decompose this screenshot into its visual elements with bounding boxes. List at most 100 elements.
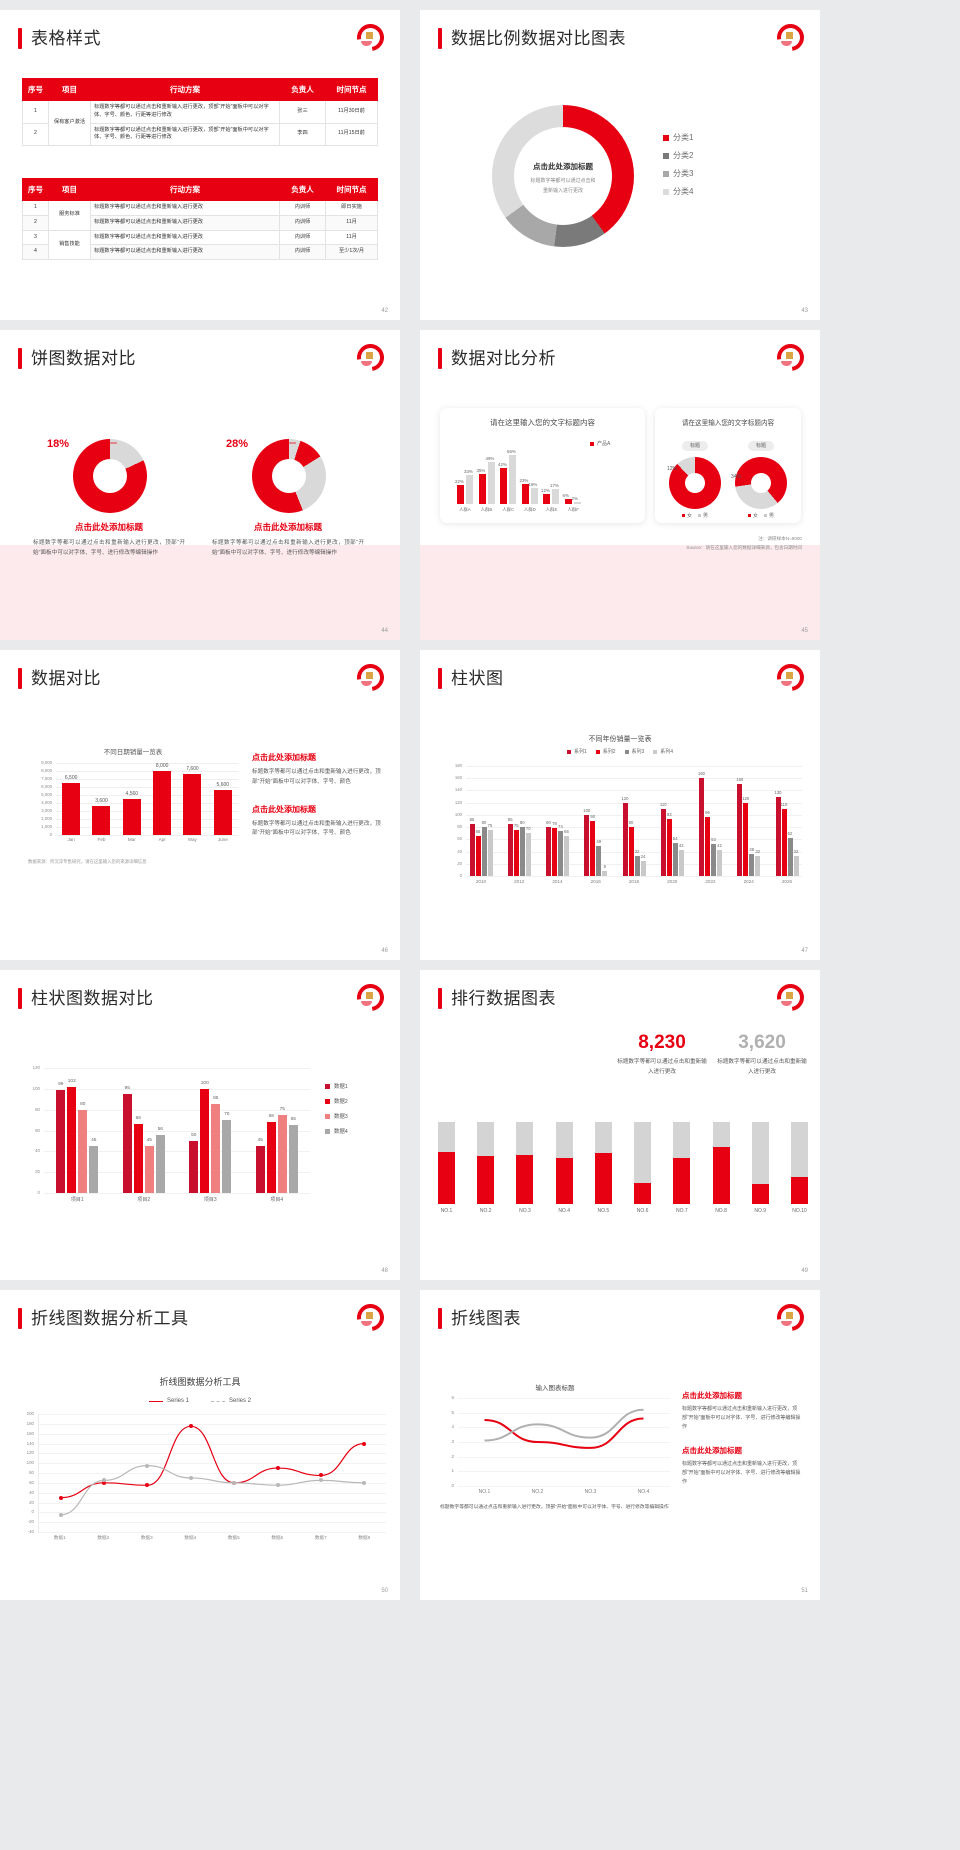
data-point[interactable] <box>58 1512 63 1517</box>
bar[interactable] <box>573 502 581 504</box>
bars-47[interactable]: 85 65 80 75 85 75 80 70 80 78 74 66 100 90 49 9 120 80 32 2… <box>466 766 802 876</box>
bar[interactable]: 42 <box>678 843 684 876</box>
bar[interactable]: 32 <box>755 849 761 876</box>
bar[interactable] <box>530 488 538 504</box>
rank-bar-track[interactable] <box>673 1122 691 1204</box>
bar[interactable]: 80 <box>519 820 525 876</box>
legend-item[interactable]: 分类4 <box>663 186 693 197</box>
bar[interactable]: 120 <box>742 796 749 876</box>
donut-chart-43[interactable]: 点击此处添加标题 标题数字等都可以通过点击和 重新输入进行更改 <box>492 105 634 247</box>
bar-group[interactable]: 85 75 80 70 <box>504 766 534 876</box>
rank-bar-track[interactable] <box>594 1122 612 1204</box>
data-point[interactable] <box>145 1463 150 1468</box>
rank-bar-track[interactable] <box>751 1122 769 1204</box>
bar[interactable]: 75 <box>513 823 519 876</box>
bar[interactable]: 53 <box>711 837 716 876</box>
bar[interactable]: 49 <box>596 839 602 876</box>
bar-chart-47[interactable]: 180 160 140 120 100 80 60 40 20 0 85 65 80 75 85 75 80 7… <box>442 763 802 896</box>
bar[interactable] <box>500 467 507 504</box>
bar-group[interactable]: 22% 33% <box>455 452 476 504</box>
bar[interactable]: 150 <box>736 777 743 876</box>
bar[interactable]: 6,500 <box>62 775 81 835</box>
data-point[interactable] <box>318 1473 323 1478</box>
line-chart-50[interactable]: 200 180 160 140 120 100 80 60 40 20 0 -20 -40 数据1 数据2… <box>16 1411 386 1554</box>
legend-item[interactable]: 数据1 <box>325 1082 348 1090</box>
legend-item[interactable]: 分类2 <box>663 150 693 161</box>
bar[interactable]: 65 <box>475 829 481 876</box>
bar[interactable]: 160 <box>698 771 705 876</box>
bar-group[interactable]: 42% 56% <box>498 449 519 504</box>
legend-item[interactable]: 系列1 <box>566 748 587 755</box>
bar[interactable]: 90 <box>590 814 596 876</box>
bar[interactable]: 42 <box>717 843 722 876</box>
bar[interactable]: 93 <box>666 812 672 876</box>
rank-bar-track[interactable] <box>438 1122 455 1204</box>
legend-item[interactable]: Series 1 <box>148 1398 189 1404</box>
bar[interactable]: 5,600 <box>213 782 232 835</box>
line-chart-51[interactable]: 输入图表标题 6 5 4 3 2 1 0 NO.1 NO.2 NO.3 NO.4 标题数字等都可以… <box>440 1382 670 1512</box>
bar-group[interactable]: 85 65 80 75 <box>466 766 496 876</box>
bar[interactable]: 56 <box>155 1127 165 1193</box>
bar[interactable]: 24 <box>640 854 646 876</box>
bar[interactable]: 130 <box>775 790 782 876</box>
bar[interactable]: 95 <box>122 1086 132 1193</box>
rank-bar-track[interactable] <box>790 1122 808 1204</box>
bar[interactable]: 80 <box>78 1102 88 1193</box>
bar-group[interactable]: 23% 18% <box>520 452 541 504</box>
data-point[interactable] <box>232 1480 237 1485</box>
bar[interactable]: 80 <box>481 820 487 876</box>
rank-bar-track[interactable] <box>634 1122 652 1204</box>
bar[interactable] <box>543 493 550 504</box>
donut-chart-45b[interactable] <box>735 457 787 509</box>
bar-group[interactable]: 100 90 49 9 <box>581 766 611 876</box>
bar[interactable]: 75 <box>277 1107 287 1193</box>
bar-chart-48[interactable]: 120 100 80 60 40 20 0 99 102 80 45 95 66 45 56 50 100 85… <box>20 1065 310 1218</box>
bar[interactable]: 54 <box>672 836 678 876</box>
bar-chart-46[interactable]: 不同日期销量一览表 9,000 8,000 7,000 6,000 5,000 4,000… <box>28 746 238 865</box>
bar[interactable]: 66 <box>564 829 569 876</box>
bar-group[interactable]: 99 102 80 45 <box>50 1068 104 1193</box>
donut-chart-45a[interactable] <box>669 457 721 509</box>
legend-item[interactable]: 系列4 <box>653 748 673 755</box>
legend-item[interactable]: 分类1 <box>663 132 693 143</box>
bar[interactable] <box>564 498 572 504</box>
legend-item[interactable]: 男 <box>698 512 708 519</box>
rank-bar-track[interactable] <box>477 1122 495 1204</box>
data-point[interactable] <box>275 1466 280 1471</box>
bar[interactable] <box>466 475 473 504</box>
bar[interactable]: 80 <box>628 820 634 876</box>
legend-item[interactable]: 数据4 <box>325 1127 348 1135</box>
legend-item[interactable]: 数据2 <box>325 1097 348 1105</box>
bar[interactable]: 45 <box>255 1138 265 1193</box>
data-point[interactable] <box>102 1478 107 1483</box>
data-point[interactable] <box>58 1495 63 1500</box>
legend-item[interactable]: 系列3 <box>624 748 644 755</box>
bar[interactable]: 102 <box>67 1079 77 1193</box>
bar-group[interactable]: 95 66 45 56 <box>117 1068 171 1193</box>
bar-group[interactable]: 120 80 32 24 <box>619 766 649 876</box>
legend-item[interactable]: 分类3 <box>663 168 693 179</box>
bar[interactable] <box>487 461 495 504</box>
bar[interactable]: 120 <box>622 796 629 876</box>
bar[interactable]: 50 <box>189 1133 199 1193</box>
bar[interactable]: 62 <box>787 831 793 876</box>
legend-item[interactable]: 数据3 <box>325 1112 348 1120</box>
data-point[interactable] <box>275 1483 280 1488</box>
rank-bar-track[interactable] <box>516 1122 534 1204</box>
legend-item[interactable]: 女 <box>747 512 758 519</box>
bar[interactable]: 100 <box>200 1081 210 1193</box>
data-point[interactable] <box>102 1480 107 1485</box>
data-point[interactable] <box>362 1441 367 1446</box>
grouped-bars-45[interactable]: 22% 33% 35% 49% 42% 56% 23% 18% 12% 17% 6% 2% <box>454 446 584 504</box>
bar[interactable]: 4,560 <box>122 791 141 835</box>
data-point[interactable] <box>188 1424 193 1429</box>
bar-group[interactable]: 6% 2% <box>563 452 584 504</box>
bar[interactable] <box>552 489 559 504</box>
bar[interactable] <box>457 484 464 504</box>
bar[interactable]: 85 <box>507 817 513 876</box>
legend-item[interactable]: 产品A <box>590 440 610 447</box>
bar-group[interactable]: 80 78 74 66 <box>543 766 573 876</box>
bar[interactable]: 66 <box>133 1116 143 1193</box>
bar[interactable]: 78 <box>552 821 557 876</box>
data-point[interactable] <box>145 1483 150 1488</box>
